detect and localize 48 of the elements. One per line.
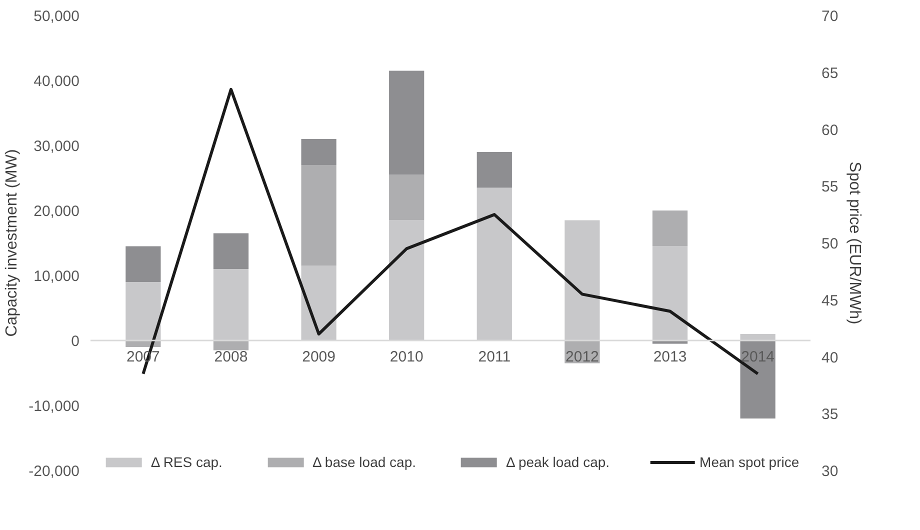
bar bbox=[213, 269, 249, 340]
bar bbox=[389, 174, 424, 220]
y2-axis-title: Spot price (EUR/MWh) bbox=[846, 162, 864, 324]
bar bbox=[126, 246, 161, 282]
bar bbox=[389, 70, 424, 175]
y-tick-label: -10,000 bbox=[28, 398, 80, 415]
bar bbox=[652, 210, 688, 246]
legend-label: Δ RES cap. bbox=[150, 454, 222, 470]
bar bbox=[213, 340, 249, 350]
x-tick-label: 2014 bbox=[741, 348, 775, 366]
y2-tick-label: 70 bbox=[822, 8, 838, 25]
x-tick-label: 2011 bbox=[478, 348, 511, 366]
x-tick-label: 2008 bbox=[214, 348, 248, 366]
y2-tick-label: 35 bbox=[822, 406, 838, 424]
bar bbox=[213, 233, 249, 269]
y2-tick-label: 40 bbox=[822, 349, 838, 366]
bar bbox=[564, 220, 600, 340]
legend-label: Mean spot price bbox=[700, 454, 800, 470]
x-tick-label: 2013 bbox=[653, 348, 687, 366]
y2-tick-label: 55 bbox=[822, 178, 838, 196]
bar bbox=[389, 220, 424, 340]
bar bbox=[652, 246, 688, 340]
y-axis-title: Capacity investment (MW) bbox=[4, 149, 21, 337]
bar bbox=[301, 266, 336, 340]
bar bbox=[476, 152, 512, 188]
bar bbox=[476, 188, 512, 340]
legend-label: Δ base load cap. bbox=[312, 454, 416, 470]
bar bbox=[740, 340, 776, 418]
bar bbox=[126, 282, 161, 340]
y2-tick-label: 30 bbox=[822, 463, 838, 480]
bar bbox=[740, 334, 776, 340]
y-tick-label: 40,000 bbox=[34, 73, 80, 90]
x-tick-label: 2010 bbox=[390, 348, 424, 366]
x-tick-label: 2012 bbox=[566, 348, 599, 366]
y-tick-label: 20,000 bbox=[34, 203, 80, 220]
x-tick-label: 2009 bbox=[302, 348, 336, 366]
y2-tick-label: 65 bbox=[822, 64, 838, 82]
y-tick-label: -20,000 bbox=[28, 463, 80, 480]
y-tick-label: 30,000 bbox=[34, 138, 80, 155]
y-tick-label: 10,000 bbox=[34, 268, 80, 285]
y-tick-label: 0 bbox=[71, 333, 80, 350]
y2-tick-label: 45 bbox=[822, 292, 838, 310]
y2-tick-label: 60 bbox=[822, 122, 838, 139]
bar bbox=[301, 165, 336, 266]
y-tick-label: 50,000 bbox=[34, 8, 80, 25]
legend-label: Δ peak load cap. bbox=[506, 454, 610, 470]
y2-tick-label: 50 bbox=[822, 236, 838, 252]
bar bbox=[301, 139, 336, 165]
